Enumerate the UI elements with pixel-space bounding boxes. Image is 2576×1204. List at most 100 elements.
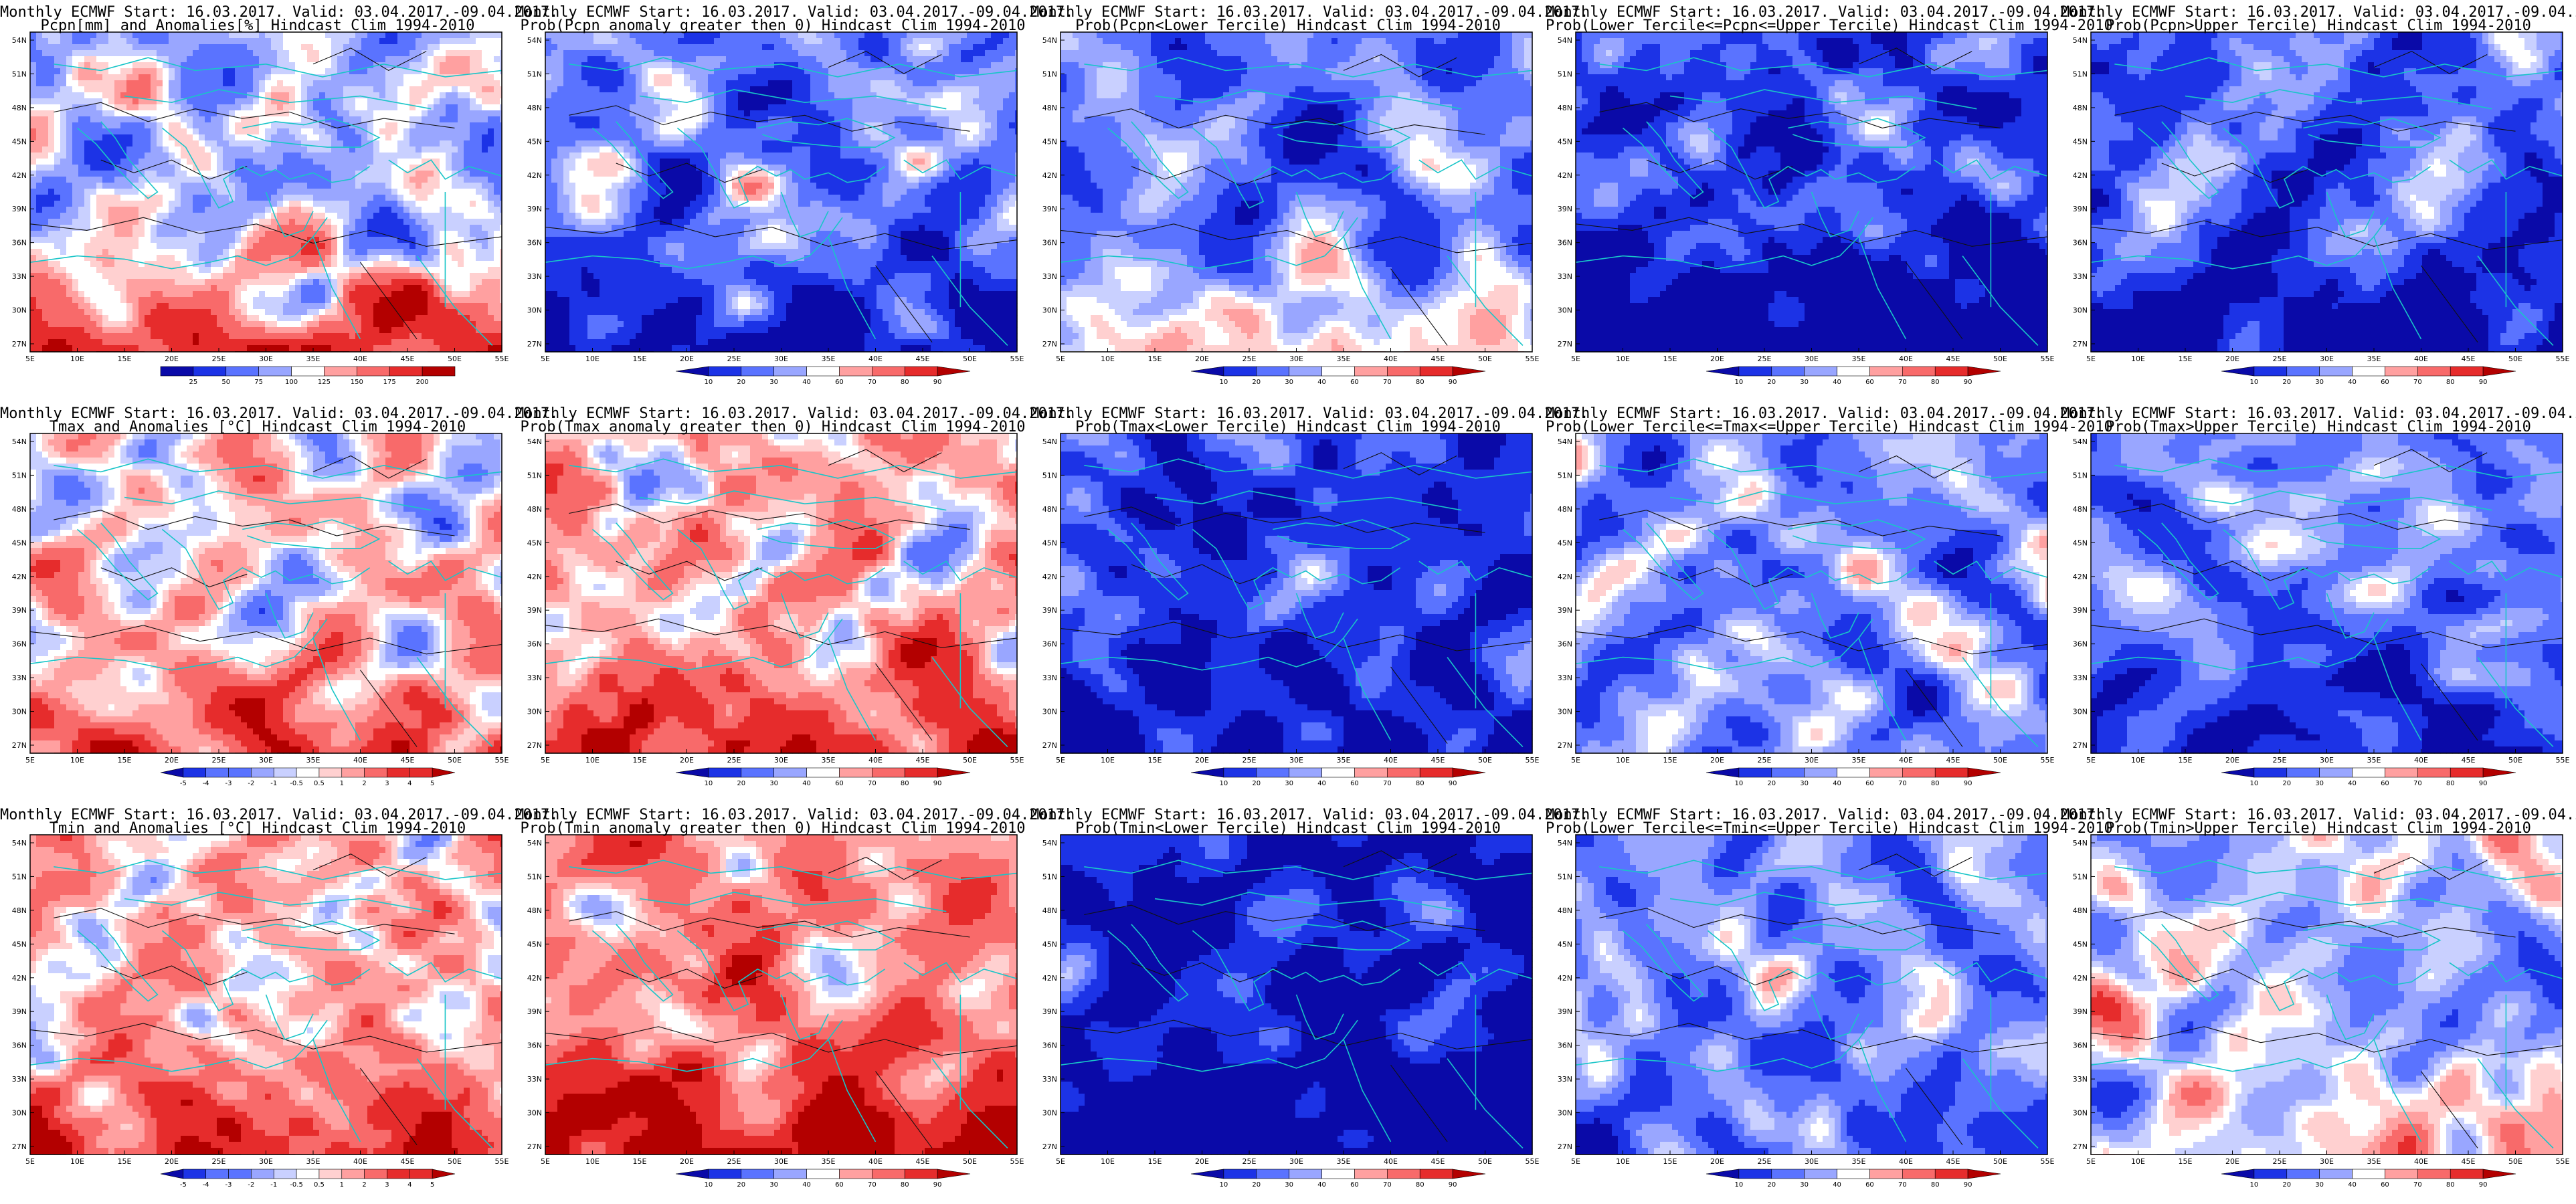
lat-label: 45N xyxy=(12,538,27,547)
lon-label: 5E xyxy=(25,355,35,363)
colorbar-tick-label: -5 xyxy=(180,780,187,787)
lat-label: 33N xyxy=(2073,1075,2088,1084)
panel-subtitle: Tmax and Anomalies [°C] Hindcast Clim 19… xyxy=(0,420,515,435)
colorbar-tick-label: -4 xyxy=(203,1181,209,1189)
lon-label: 50E xyxy=(2508,1157,2522,1166)
lon-label: 20E xyxy=(165,355,179,363)
lat-label: 30N xyxy=(2073,1109,2088,1118)
colorbar: 10 20 30 40 60 70 80 90 xyxy=(1191,1169,1485,1189)
colorbar-bin xyxy=(296,768,319,777)
colorbar: 10 20 30 40 60 70 80 90 xyxy=(2221,1169,2516,1189)
lat-label: 27N xyxy=(1042,741,1057,750)
lat-label: 33N xyxy=(527,1075,542,1084)
lon-label: 5E xyxy=(541,1157,550,1166)
colorbar-bin xyxy=(676,367,709,376)
lat-label: 45N xyxy=(2073,137,2088,146)
lat-label: 27N xyxy=(1558,741,1572,750)
colorbar-tick-label: 90 xyxy=(1449,379,1457,386)
lat-label: 51N xyxy=(527,70,542,78)
colorbar: 10 20 30 40 60 70 80 90 xyxy=(1706,367,2001,386)
colorbar-tick-label: 10 xyxy=(1220,780,1228,787)
colorbar: 10 20 30 40 60 70 80 90 xyxy=(1191,367,1485,386)
lat-label: 45N xyxy=(1042,538,1057,547)
lon-label: 45E xyxy=(1431,756,1445,765)
colorbar-bin xyxy=(1354,367,1387,376)
lon-label: 45E xyxy=(2462,355,2476,363)
lon-label: 5E xyxy=(541,756,550,765)
colorbar: 10 20 30 40 60 70 80 90 xyxy=(1191,768,1485,787)
lat-label: 39N xyxy=(12,1007,27,1016)
lat-label: 33N xyxy=(12,1075,27,1084)
colorbar-bin xyxy=(807,1169,840,1179)
colorbar-tick-label: 150 xyxy=(351,379,363,386)
lon-label: 55E xyxy=(1010,1157,1024,1166)
colorbar-bin xyxy=(1322,768,1355,777)
colorbar-tick-label: 90 xyxy=(1449,1181,1457,1189)
colorbar-tick-label: 2 xyxy=(362,780,366,787)
colorbar-tick-label: 20 xyxy=(737,780,745,787)
colorbar-tick-label: -1 xyxy=(270,780,277,787)
panel-subtitle: Prob(Tmin<Lower Tercile) Hindcast Clim 1… xyxy=(1030,821,1546,836)
lon-label: 55E xyxy=(2556,1157,2570,1166)
colorbar-tick-label: 10 xyxy=(2250,1181,2259,1189)
lon-label: 25E xyxy=(1758,756,1772,765)
colorbar-bin xyxy=(251,1169,274,1179)
lon-label: 25E xyxy=(1758,355,1772,363)
colorbar-tick-label: 60 xyxy=(2381,379,2389,386)
lon-label: 10E xyxy=(2131,756,2145,765)
lon-label: 30E xyxy=(2320,1157,2334,1166)
colorbar-bin xyxy=(206,768,229,777)
lon-label: 35E xyxy=(306,355,320,363)
lon-label: 20E xyxy=(1710,1157,1724,1166)
colorbar-tick-label: 3 xyxy=(385,780,389,787)
colorbar-bin xyxy=(2221,367,2254,376)
colorbar-tick-label: 4 xyxy=(407,780,411,787)
lat-label: 48N xyxy=(1558,505,1572,514)
colorbar-tick-label: 90 xyxy=(1964,1181,1972,1189)
colorbar-bin xyxy=(2287,1169,2320,1179)
colorbar-bin xyxy=(2320,1169,2353,1179)
colorbar: 10 20 30 40 60 70 80 90 xyxy=(2221,768,2516,787)
colorbar-tick-label: 30 xyxy=(769,1181,778,1189)
lon-label: 15E xyxy=(1663,756,1677,765)
lon-label: 50E xyxy=(963,756,977,765)
lat-label: 45N xyxy=(1042,940,1057,948)
colorbar-bin xyxy=(839,768,872,777)
lon-label: 10E xyxy=(1616,355,1630,363)
lat-label: 45N xyxy=(527,137,542,146)
colorbar-tick-label: 60 xyxy=(2381,1181,2389,1189)
colorbar-tick-label: 40 xyxy=(802,379,811,386)
colorbar-bin xyxy=(319,1169,342,1179)
colorbar-tick-label: 80 xyxy=(1931,1181,1940,1189)
colorbar-bin xyxy=(1257,768,1289,777)
lat-label: 33N xyxy=(527,674,542,682)
lat-label: 27N xyxy=(1042,340,1057,348)
lon-label: 10E xyxy=(2131,355,2145,363)
lon-label: 45E xyxy=(916,1157,930,1166)
lon-label: 25E xyxy=(727,355,741,363)
lat-label: 30N xyxy=(1558,306,1572,315)
colorbar-tick-label: 60 xyxy=(1350,1181,1359,1189)
colorbar-tick-label: 40 xyxy=(802,780,811,787)
panel-subtitle: Prob(Tmax>Upper Tercile) Hindcast Clim 1… xyxy=(2061,420,2576,435)
lat-label: 51N xyxy=(1558,70,1572,78)
colorbar-bin xyxy=(1739,367,1772,376)
lat-label: 36N xyxy=(2073,640,2088,649)
map-panel: 54N 51N 48N 45N 42N 39N 36N 33N 30N 27N 5E 10E 15E 20… xyxy=(2061,803,2576,1204)
panel-subtitle: Prob(Tmin>Upper Tercile) Hindcast Clim 1… xyxy=(2061,821,2576,836)
panel-subtitle: Prob(Pcpn anomaly greater then 0) Hindca… xyxy=(515,19,1030,33)
lon-label: 35E xyxy=(306,1157,320,1166)
colorbar-tick-label: 0.5 xyxy=(314,780,325,787)
colorbar-bin xyxy=(1968,768,2001,777)
lat-label: 27N xyxy=(1558,1142,1572,1151)
colorbar-bin xyxy=(1257,1169,1289,1179)
colorbar-tick-label: 90 xyxy=(2479,379,2488,386)
lon-label: 5E xyxy=(541,355,550,363)
lat-label: 45N xyxy=(12,940,27,948)
colorbar-bin xyxy=(709,768,741,777)
lat-label: 39N xyxy=(1042,205,1057,213)
panel-subtitle: Prob(Tmax anomaly greater then 0) Hindca… xyxy=(515,420,1030,435)
lon-label: 30E xyxy=(774,355,788,363)
lat-label: 39N xyxy=(2073,205,2088,213)
